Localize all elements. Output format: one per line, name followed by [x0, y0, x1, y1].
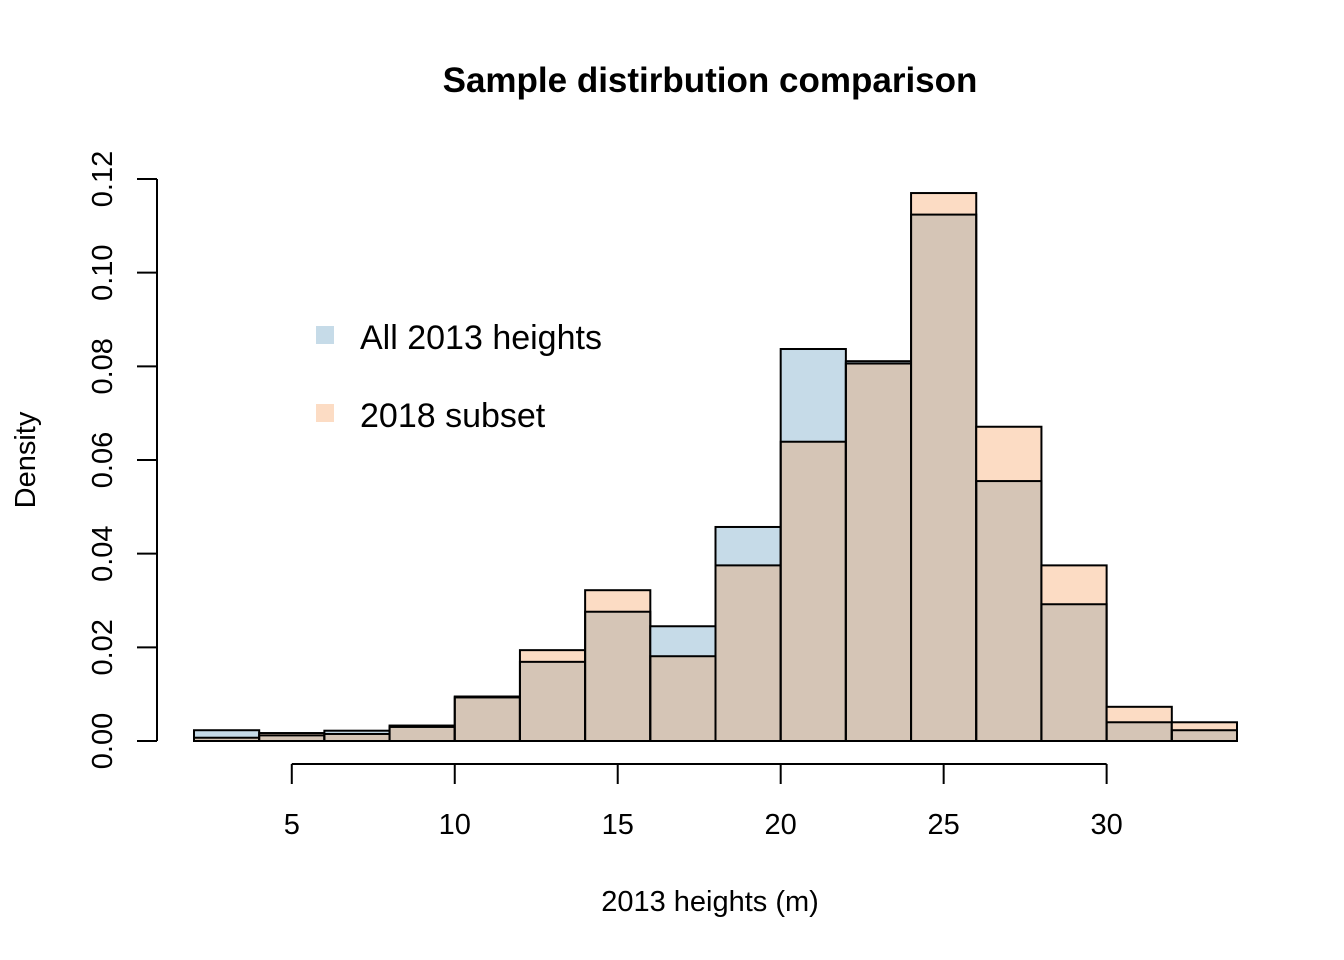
histogram-bar-overlap [259, 735, 325, 741]
histogram-bar-excess [324, 730, 390, 734]
x-axis: 5 10 15 20 25 30 [284, 763, 1123, 841]
y-tick-label: 0.06 [87, 432, 119, 488]
histogram-bar-excess [1106, 706, 1172, 723]
legend-label-2018-subset: 2018 subset [360, 397, 546, 435]
histogram-bar-excess [780, 349, 846, 442]
chart-title: Sample distirbution comparison [443, 61, 978, 100]
histogram-bar-excess [1041, 565, 1107, 605]
x-tick-label: 20 [765, 809, 797, 841]
y-tick-label: 0.00 [87, 713, 119, 769]
x-tick-label: 25 [928, 809, 960, 841]
histogram-bar-2018-subset [1170, 721, 1238, 742]
x-axis-label: 2013 heights (m) [601, 886, 819, 918]
histogram-bar-excess [585, 590, 651, 612]
histogram-bar-overlap [1171, 730, 1237, 741]
y-tick-label: 0.08 [87, 338, 119, 394]
y-axis: 0.00 0.02 0.04 0.06 0.08 0.10 0.12 [87, 151, 158, 769]
histogram-bar-excess [715, 526, 781, 566]
histogram-bar-excess [1171, 722, 1237, 731]
histogram-bar-excess [911, 193, 977, 215]
y-tick-label: 0.12 [87, 151, 119, 207]
bars [193, 192, 1238, 743]
x-tick-label: 15 [602, 809, 634, 841]
histogram-bar-overlap [976, 481, 1042, 741]
histogram-bar-overlap [585, 611, 651, 741]
y-tick-label: 0.02 [87, 619, 119, 675]
histogram-bar-overlap [194, 737, 260, 741]
histogram-bar-excess [845, 361, 912, 364]
histogram-bar-overlap [650, 656, 716, 741]
histogram-bar-excess [259, 733, 325, 736]
x-tick-label: 10 [439, 809, 471, 841]
histogram-bar-overlap [324, 733, 390, 741]
histogram-bar-overlap [389, 726, 455, 741]
y-tick-label: 0.04 [87, 525, 119, 581]
legend: All 2013 heights 2018 subset [316, 319, 602, 435]
legend-label-all-2013: All 2013 heights [360, 319, 602, 357]
legend-swatch-all-2013 [316, 326, 334, 344]
histogram-bar-overlap [780, 441, 846, 741]
histogram-bar-overlap [845, 363, 912, 741]
histogram-bar-overlap [911, 214, 977, 742]
y-axis-label: Density [10, 411, 42, 508]
legend-swatch-2018-subset [316, 404, 334, 422]
y-tick-label: 0.10 [87, 244, 119, 300]
x-tick-label: 30 [1090, 809, 1122, 841]
x-tick-label: 5 [284, 809, 300, 841]
histogram-bar-overlap [454, 697, 520, 741]
histogram-bar-2018-subset [1040, 564, 1108, 742]
histogram-bar-overlap [1106, 722, 1172, 741]
histogram-bar-excess [976, 426, 1042, 482]
histogram-bar-excess [194, 730, 260, 738]
histogram-bar-overlap [1041, 604, 1107, 741]
histogram-bar-overlap [519, 661, 586, 741]
histogram-bar-excess [519, 650, 586, 662]
histogram-bar-excess [650, 626, 716, 657]
histogram-bar-overlap [715, 565, 781, 741]
